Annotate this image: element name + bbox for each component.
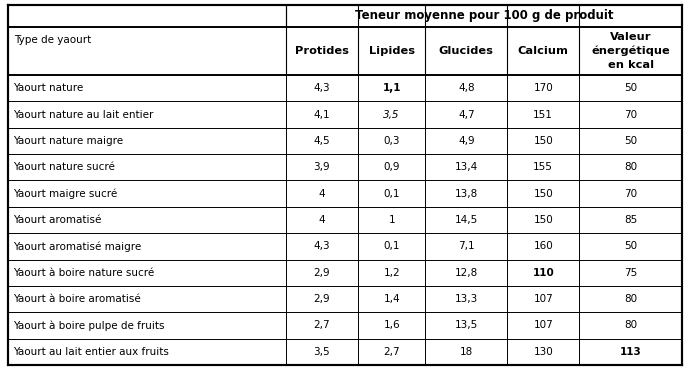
Text: 70: 70 <box>624 189 638 199</box>
Text: 4: 4 <box>318 215 325 225</box>
Text: 160: 160 <box>533 241 553 251</box>
Text: 13,4: 13,4 <box>455 162 478 172</box>
Text: 80: 80 <box>624 320 638 330</box>
Text: 13,8: 13,8 <box>455 189 478 199</box>
Text: 3,5: 3,5 <box>384 110 400 120</box>
Text: Yaourt à boire pulpe de fruits: Yaourt à boire pulpe de fruits <box>13 320 164 331</box>
Text: Valeur
énergétique
en kcal: Valeur énergétique en kcal <box>591 33 670 70</box>
Text: 110: 110 <box>533 268 554 278</box>
Text: Yaourt nature au lait entier: Yaourt nature au lait entier <box>13 110 153 120</box>
Text: 151: 151 <box>533 110 553 120</box>
Text: Lipides: Lipides <box>368 46 415 56</box>
Text: 107: 107 <box>533 320 553 330</box>
Text: 13,3: 13,3 <box>455 294 478 304</box>
Text: 4,9: 4,9 <box>458 136 475 146</box>
Text: 80: 80 <box>624 294 638 304</box>
Text: 2,7: 2,7 <box>384 347 400 357</box>
Text: Yaourt maigre sucré: Yaourt maigre sucré <box>13 188 117 199</box>
Text: 4,3: 4,3 <box>313 241 330 251</box>
Text: 80: 80 <box>624 162 638 172</box>
Text: 50: 50 <box>624 241 638 251</box>
Text: Yaourt nature: Yaourt nature <box>13 83 83 93</box>
Text: 4,5: 4,5 <box>313 136 330 146</box>
Text: 4: 4 <box>318 189 325 199</box>
Text: Type de yaourt: Type de yaourt <box>14 35 91 45</box>
Text: 0,9: 0,9 <box>384 162 400 172</box>
Text: 50: 50 <box>624 136 638 146</box>
Text: 0,1: 0,1 <box>384 189 400 199</box>
Text: 4,3: 4,3 <box>313 83 330 93</box>
Text: 2,7: 2,7 <box>313 320 330 330</box>
Text: 85: 85 <box>624 215 638 225</box>
Text: 150: 150 <box>533 136 553 146</box>
Text: 0,1: 0,1 <box>384 241 400 251</box>
Text: Yaourt au lait entier aux fruits: Yaourt au lait entier aux fruits <box>13 347 169 357</box>
Text: 2,9: 2,9 <box>313 268 330 278</box>
Text: 107: 107 <box>533 294 553 304</box>
Text: 50: 50 <box>624 83 638 93</box>
Text: Teneur moyenne pour 100 g de produit: Teneur moyenne pour 100 g de produit <box>355 10 613 23</box>
Text: 150: 150 <box>533 189 553 199</box>
Text: 130: 130 <box>533 347 553 357</box>
Text: 4,8: 4,8 <box>458 83 475 93</box>
Text: 4,7: 4,7 <box>458 110 475 120</box>
Text: 1,2: 1,2 <box>384 268 400 278</box>
Text: Calcium: Calcium <box>518 46 569 56</box>
Text: Glucides: Glucides <box>439 46 494 56</box>
Text: Yaourt à boire nature sucré: Yaourt à boire nature sucré <box>13 268 155 278</box>
Text: 7,1: 7,1 <box>458 241 475 251</box>
Text: 4,1: 4,1 <box>313 110 330 120</box>
Text: 155: 155 <box>533 162 553 172</box>
Text: Yaourt à boire aromatisé: Yaourt à boire aromatisé <box>13 294 141 304</box>
Text: 170: 170 <box>533 83 553 93</box>
Text: 70: 70 <box>624 110 638 120</box>
Text: 12,8: 12,8 <box>455 268 478 278</box>
Text: 13,5: 13,5 <box>455 320 478 330</box>
Text: Protides: Protides <box>295 46 348 56</box>
Text: Yaourt aromatisé: Yaourt aromatisé <box>13 215 101 225</box>
Text: 1: 1 <box>388 215 395 225</box>
Text: Yaourt nature sucré: Yaourt nature sucré <box>13 162 115 172</box>
Text: 2,9: 2,9 <box>313 294 330 304</box>
Text: 0,3: 0,3 <box>384 136 400 146</box>
Text: 1,1: 1,1 <box>382 83 401 93</box>
Text: 3,9: 3,9 <box>313 162 330 172</box>
Text: 113: 113 <box>620 347 642 357</box>
Text: 75: 75 <box>624 268 638 278</box>
Text: 3,5: 3,5 <box>313 347 330 357</box>
Text: 14,5: 14,5 <box>455 215 478 225</box>
Text: 150: 150 <box>533 215 553 225</box>
Text: 18: 18 <box>460 347 473 357</box>
Text: 1,4: 1,4 <box>384 294 400 304</box>
Text: Yaourt nature maigre: Yaourt nature maigre <box>13 136 123 146</box>
Text: 1,6: 1,6 <box>384 320 400 330</box>
Text: Yaourt aromatisé maigre: Yaourt aromatisé maigre <box>13 241 141 252</box>
